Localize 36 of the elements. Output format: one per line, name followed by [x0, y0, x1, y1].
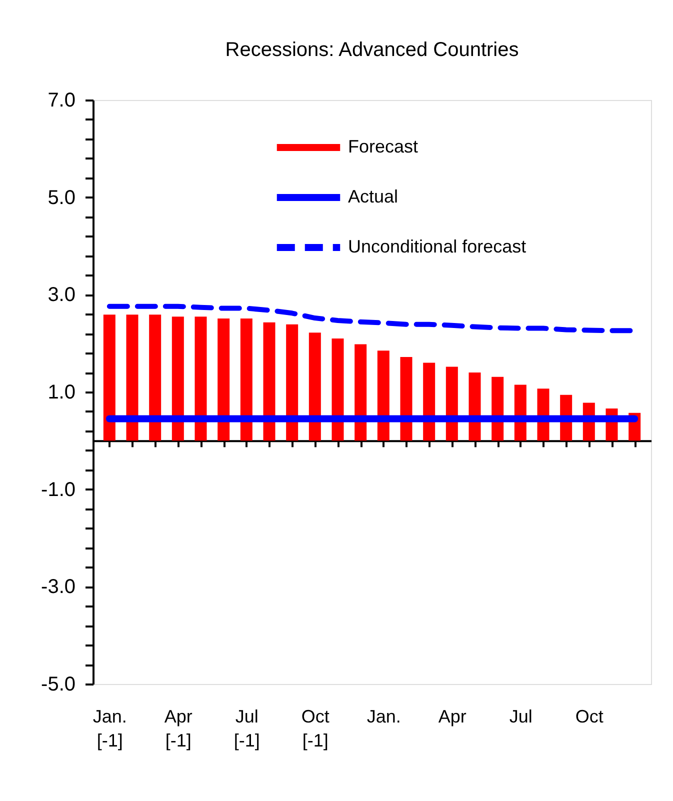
y-tick-label: 1.0 [48, 382, 76, 404]
legend-label: Forecast [348, 136, 418, 156]
bar [332, 338, 344, 441]
y-tick-label: -5.0 [41, 674, 76, 696]
bar [126, 314, 138, 441]
bar [103, 314, 116, 441]
bar [446, 366, 458, 441]
x-tick-label: Oct [-1] [301, 706, 330, 750]
bar [149, 314, 162, 441]
legend-label: Unconditional forecast [348, 236, 526, 256]
bar [240, 318, 252, 441]
x-tick-label: Jan. [-1] [92, 706, 127, 750]
bar [423, 362, 436, 441]
legend-label: Actual [348, 186, 398, 206]
x-tick-label: Jul [-1] [234, 706, 260, 750]
chart-title: Recessions: Advanced Countries [225, 39, 519, 61]
bar [308, 332, 321, 441]
bar [354, 344, 367, 441]
y-tick-label: -1.0 [41, 478, 76, 501]
bar [172, 316, 184, 441]
y-tick-label: 5.0 [48, 186, 76, 209]
bar [468, 372, 481, 441]
x-tick-label: Apr [-1] [164, 706, 192, 750]
x-tick-label: Jul [509, 706, 532, 726]
x-tick-label: Jan. [366, 706, 401, 726]
x-tick-label: Apr [438, 706, 466, 726]
y-tick-label: 7.0 [48, 90, 76, 112]
bar [400, 356, 412, 441]
bar [377, 350, 390, 441]
bar [218, 318, 230, 441]
x-tick-label: Oct [575, 706, 604, 726]
y-tick-label: 3.0 [48, 284, 76, 306]
y-tick-label: -3.0 [41, 576, 76, 598]
bar [286, 324, 298, 441]
bar [263, 322, 276, 441]
bar [194, 316, 207, 441]
